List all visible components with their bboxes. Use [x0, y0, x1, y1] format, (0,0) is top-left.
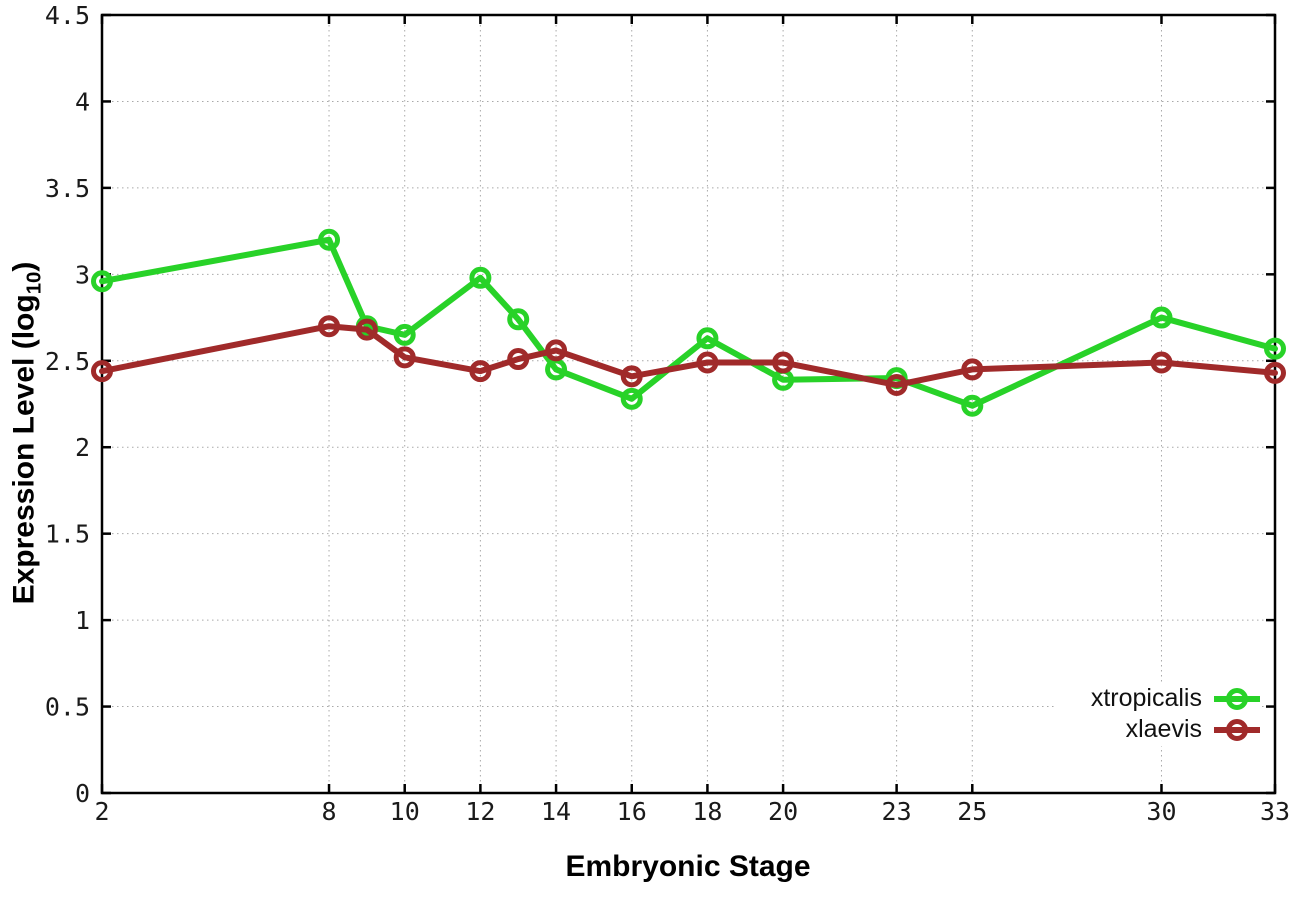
data-point-xlaevis-stage-16 — [620, 365, 643, 388]
data-point-xtropicalis-stage-30 — [1150, 306, 1173, 329]
x-tick-label: 30 — [1146, 797, 1176, 826]
y-axis-title: Expression Level (log10) — [8, 262, 47, 605]
x-tick-label: 14 — [541, 797, 571, 826]
data-point-xtropicalis-stage-25 — [961, 394, 984, 417]
y-tick-label: 0.5 — [45, 693, 90, 722]
x-tick-label: 10 — [390, 797, 420, 826]
y-tick-label: 1.5 — [45, 520, 90, 549]
y-tick-label: 2.5 — [45, 347, 90, 376]
legend-point-sample-icon — [1226, 687, 1248, 710]
x-axis-title: Embryonic Stage — [565, 850, 811, 883]
data-point-xtropicalis-stage-10 — [393, 323, 416, 346]
data-point-xlaevis-stage-20 — [772, 351, 795, 374]
x-tick-label: 16 — [617, 797, 647, 826]
data-point-xlaevis-stage-25 — [961, 358, 984, 381]
series-line-xtropicalis — [99, 236, 1278, 409]
legend-item-xtropicalis: xtropicalis — [1091, 683, 1260, 714]
data-point-xtropicalis-stage-13 — [507, 308, 530, 331]
data-point-xlaevis-stage-9 — [355, 318, 378, 341]
data-point-xtropicalis-stage-8 — [318, 228, 341, 251]
x-tick-label: 18 — [692, 797, 722, 826]
data-point-xlaevis-stage-18 — [696, 351, 719, 374]
y-tick-label: 0 — [75, 779, 90, 808]
y-axis-title-text: Expression Level (log — [7, 294, 41, 605]
y-axis-title-close: ) — [7, 261, 41, 272]
y-tick-label: 4 — [75, 87, 90, 116]
plot-border — [100, 13, 1277, 795]
data-point-xtropicalis-stage-33 — [1264, 337, 1286, 360]
data-point-xlaevis-stage-30 — [1150, 351, 1173, 374]
legend-label-xtropicalis: xtropicalis — [1090, 684, 1202, 712]
legend-marker-xtropicalis — [1214, 687, 1260, 710]
y-tick-label: 3 — [75, 260, 90, 289]
x-tick-label: 8 — [322, 797, 337, 826]
x-tick-label: 2 — [94, 797, 109, 826]
data-point-xlaevis-stage-10 — [393, 346, 416, 369]
data-point-xlaevis-stage-12 — [469, 360, 492, 383]
data-point-xlaevis-stage-33 — [1264, 361, 1286, 384]
data-point-xtropicalis-stage-16 — [620, 387, 643, 410]
y-tick-label: 3.5 — [45, 174, 90, 203]
y-axis-title-subscript: 10 — [23, 271, 46, 295]
legend-point-sample-icon — [1226, 718, 1248, 741]
data-point-xtropicalis-stage-18 — [696, 327, 719, 350]
data-point-xlaevis-stage-13 — [507, 348, 530, 371]
data-point-xtropicalis-stage-12 — [469, 266, 492, 289]
data-point-xlaevis-stage-2 — [91, 360, 113, 383]
x-tick-label: 33 — [1260, 797, 1290, 826]
x-tick-label: 25 — [957, 797, 987, 826]
y-tick-label: 4.5 — [45, 1, 90, 30]
legend: xtropicalis xlaevis — [1054, 682, 1260, 746]
y-tick-label: 2 — [75, 433, 90, 462]
legend-label-xlaevis: xlaevis — [1125, 715, 1202, 743]
legend-marker-xlaevis — [1214, 718, 1260, 741]
data-point-xlaevis-stage-8 — [318, 315, 341, 338]
data-point-xtropicalis-stage-2 — [91, 270, 113, 293]
legend-item-xlaevis: xlaevis — [1091, 714, 1260, 745]
data-point-xlaevis-stage-14 — [545, 339, 568, 362]
y-tick-label: 1 — [75, 606, 90, 635]
x-tick-label: 23 — [882, 797, 912, 826]
x-tick-label: 12 — [465, 797, 495, 826]
x-tick-label: 20 — [768, 797, 798, 826]
data-point-xlaevis-stage-23 — [885, 373, 908, 396]
